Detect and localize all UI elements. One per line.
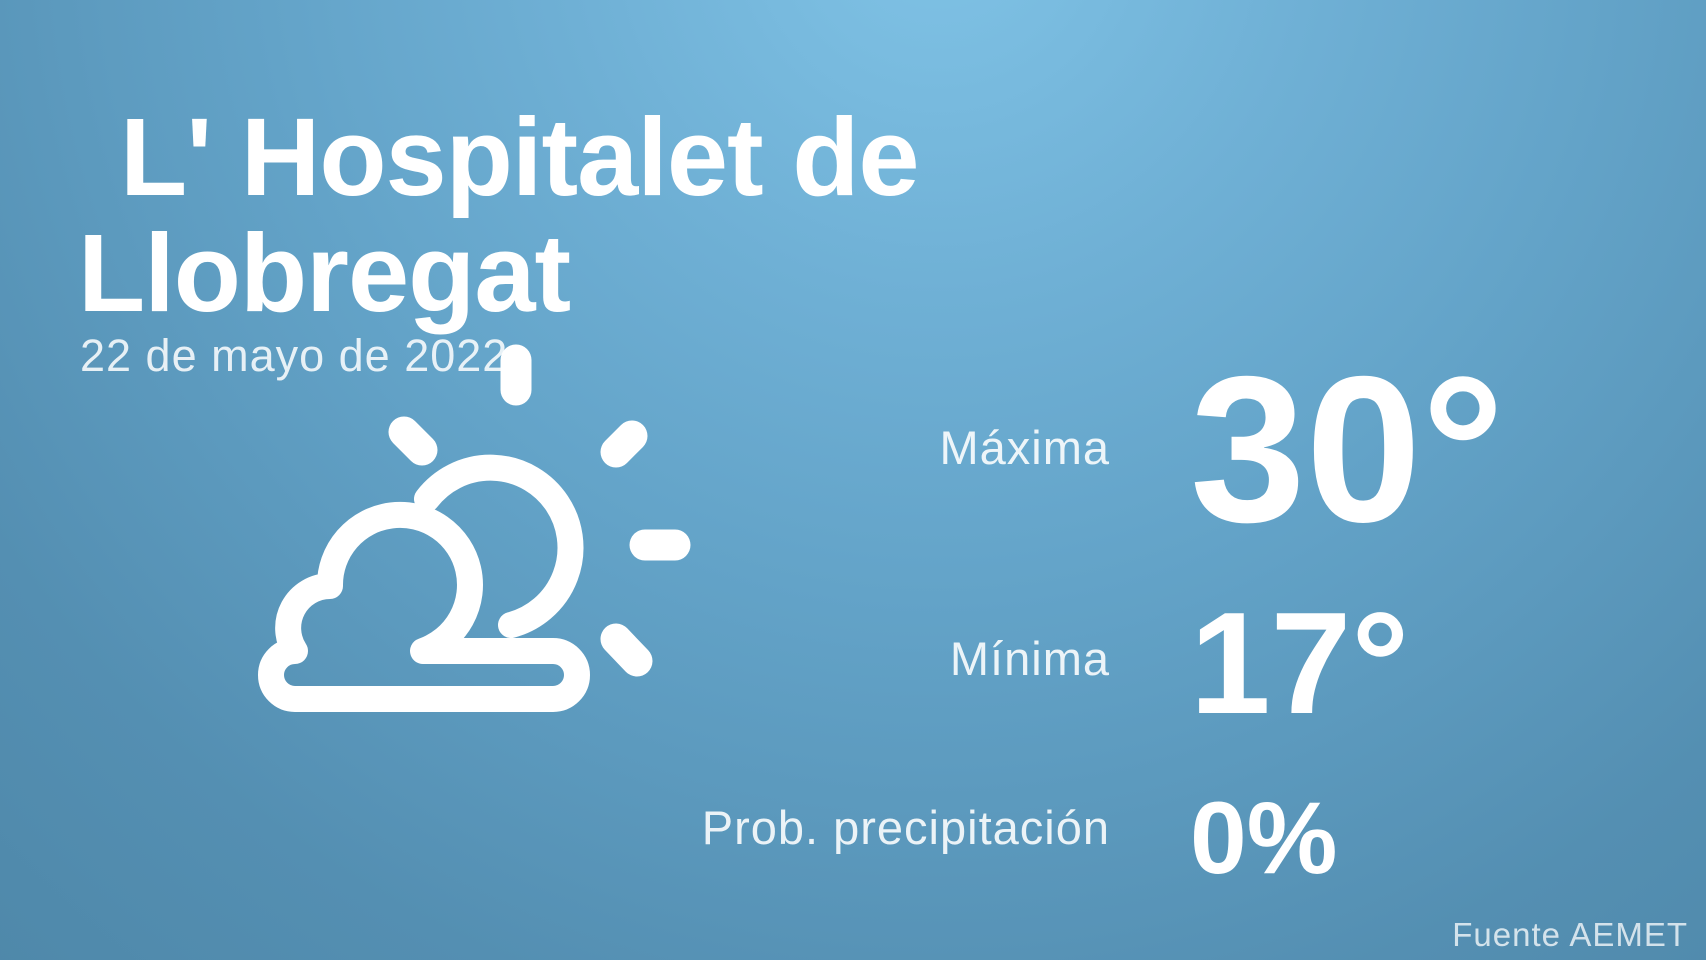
- min-temp-label: Mínima: [949, 632, 1110, 685]
- source-attribution: Fuente AEMET: [1452, 916, 1688, 953]
- precip-prob-value: 0%: [1190, 781, 1338, 895]
- min-temp-value: 17°: [1190, 582, 1410, 744]
- page-title: L' Hospitalet de Llobregat: [78, 96, 920, 335]
- date-label: 22 de mayo de 2022: [80, 330, 509, 381]
- title-line-2: Llobregat: [78, 212, 571, 335]
- sun-behind-cloud-icon: [225, 338, 695, 718]
- cloud-outline: [258, 501, 590, 712]
- precip-prob-label: Prob. precipitación: [701, 801, 1110, 854]
- sun-rays: [388, 344, 691, 677]
- max-temp-value: 30°: [1190, 334, 1505, 566]
- max-temp-label: Máxima: [939, 421, 1110, 474]
- title-line-1: L' Hospitalet de: [120, 96, 920, 219]
- sun-arc: [414, 454, 584, 638]
